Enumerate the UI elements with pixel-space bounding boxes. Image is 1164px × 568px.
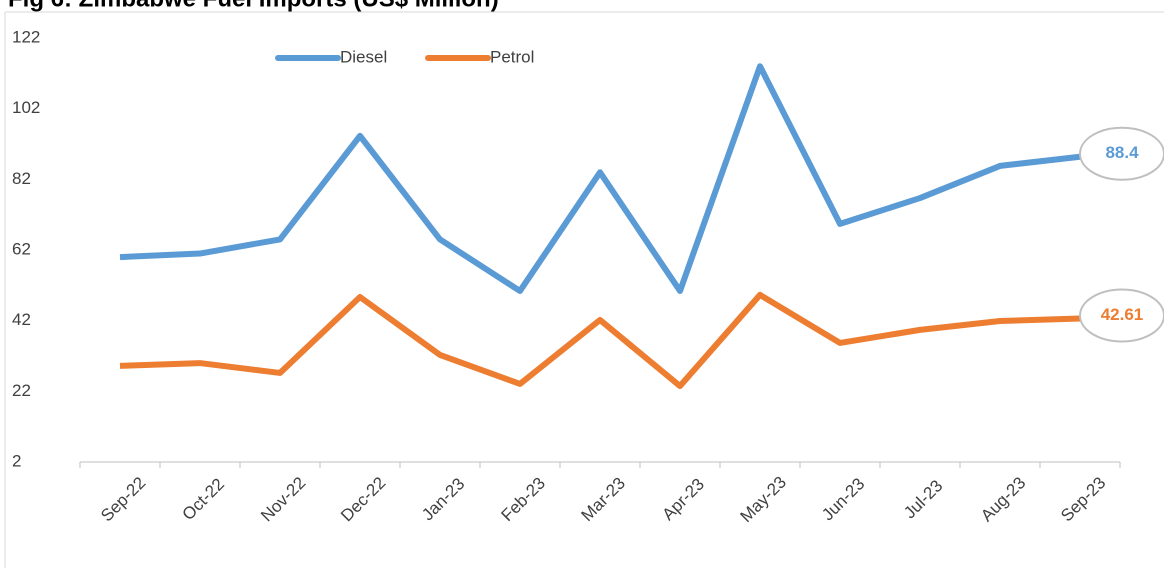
- x-tick-label: Feb-23: [498, 474, 550, 526]
- x-tick-label: Jul-23: [900, 476, 946, 522]
- y-tick-label: 102: [12, 98, 40, 117]
- chart-title: Fig 6: Zimbabwe Fuel Imports (US$ Millio…: [8, 0, 499, 12]
- callout: [1079, 288, 1164, 343]
- x-tick-label: Aug-23: [977, 473, 1029, 525]
- x-tick-label: Dec-22: [337, 473, 389, 525]
- x-tick-label: Nov-22: [257, 473, 309, 525]
- data-label: 42.61: [1101, 305, 1144, 324]
- x-tick-label: Apr-23: [659, 475, 709, 525]
- legend-label: Diesel: [340, 47, 387, 66]
- y-tick-label: 82: [12, 169, 31, 188]
- x-tick-label: Mar-23: [578, 474, 630, 526]
- y-tick-label: 42: [12, 310, 31, 329]
- x-tick-label: Jan-23: [418, 474, 468, 524]
- x-tick-label: May-23: [737, 473, 791, 527]
- legend-label: Petrol: [490, 47, 534, 66]
- y-tick-label: 22: [12, 381, 31, 400]
- callout: [1079, 126, 1164, 181]
- y-tick-label: 2: [12, 451, 21, 470]
- x-tick-label: Sep-23: [1057, 473, 1109, 525]
- line-series: [119, 63, 1081, 294]
- x-tick-label: Sep-22: [97, 473, 149, 525]
- x-tick-label: Jun-23: [818, 474, 868, 524]
- data-label: 88.4: [1105, 143, 1139, 162]
- y-tick-label: 122: [12, 27, 40, 46]
- x-tick-label: Oct-22: [179, 475, 229, 525]
- line-series: [119, 291, 1081, 390]
- y-tick-label: 62: [12, 239, 31, 258]
